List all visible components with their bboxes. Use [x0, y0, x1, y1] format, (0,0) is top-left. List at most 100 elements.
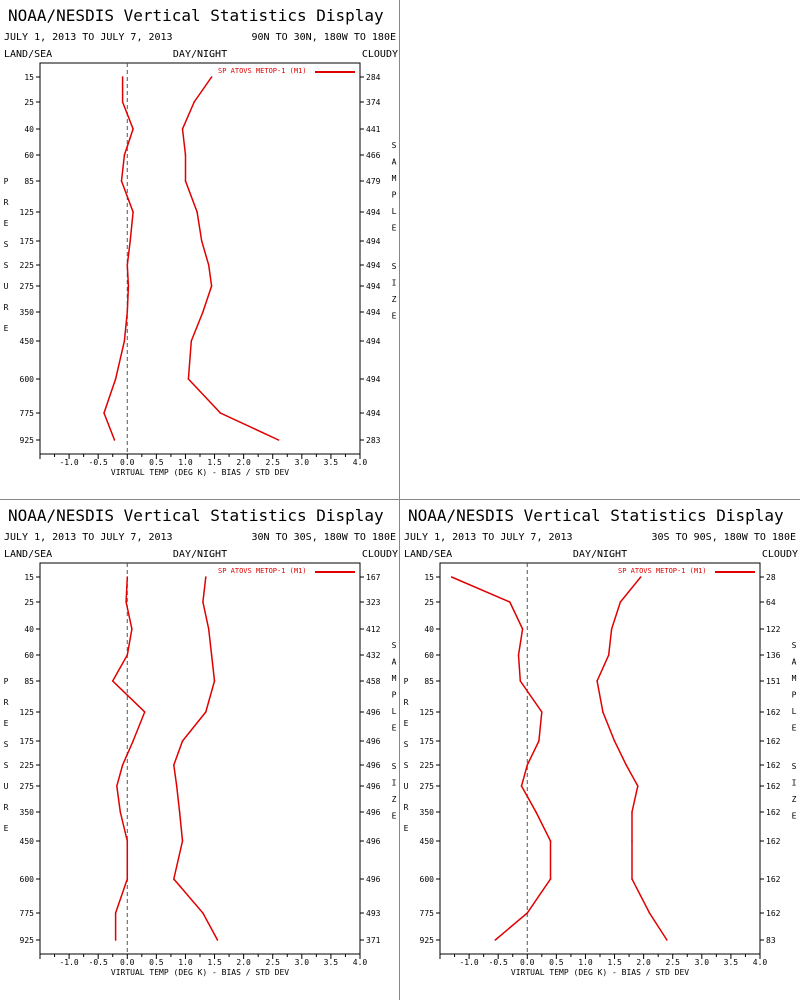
data-point-bias	[123, 340, 126, 342]
data-point-bias	[494, 939, 497, 941]
pressure-level-label: 350	[420, 808, 435, 817]
sample-size-axis-letter: I	[392, 279, 397, 288]
data-point-std_dev	[207, 628, 210, 630]
pressure-level-label: 15	[24, 73, 34, 82]
x-tick-label: 2.5	[266, 958, 281, 967]
x-tick-label: 4.0	[353, 458, 368, 467]
pressure-level-label: 25	[24, 98, 34, 107]
series-line-std_dev	[172, 576, 219, 941]
data-point-bias	[123, 154, 126, 156]
sample-size-label: 494	[366, 261, 381, 270]
sample-size-axis-letter: E	[792, 724, 797, 733]
data-point-bias	[103, 412, 105, 414]
data-point-bias	[126, 840, 129, 842]
data-point-std_dev	[173, 764, 175, 766]
data-point-std_dev	[202, 912, 204, 914]
series-line-std_dev	[181, 76, 279, 441]
chart-panel-tropics: NOAA/NESDIS Vertical Statistics Display J…	[0, 500, 400, 1000]
sample-size-label: 479	[366, 177, 381, 186]
sample-size-label: 494	[366, 337, 381, 346]
x-tick-label: -0.5	[89, 458, 108, 467]
data-point-bias	[114, 378, 117, 380]
pressure-level-label: 275	[20, 282, 35, 291]
pressure-level-label: 85	[24, 177, 34, 186]
x-tick-label: 3.5	[724, 958, 739, 967]
data-point-std_dev	[181, 740, 184, 742]
data-point-bias	[125, 601, 127, 603]
data-point-std_dev	[181, 128, 184, 130]
sample-size-label: 441	[366, 125, 381, 134]
sample-size-label: 167	[366, 573, 381, 582]
pressure-level-label: 125	[20, 708, 35, 717]
data-point-bias	[113, 439, 116, 441]
pressure-level-label: 600	[420, 875, 435, 884]
data-point-std_dev	[173, 878, 175, 880]
sample-size-label: 122	[766, 625, 781, 634]
vertical-divider	[399, 0, 400, 500]
sample-size-axis-letter: L	[392, 707, 397, 716]
cloudy-label: CLOUDY	[362, 549, 398, 560]
sample-size-axis-letter: L	[392, 207, 397, 216]
pressure-level-label: 125	[20, 208, 35, 217]
x-tick-label: 2.0	[236, 458, 251, 467]
sample-size-label: 136	[766, 651, 781, 660]
data-point-std_dev	[207, 264, 210, 266]
pressure-level-label: 40	[24, 625, 34, 634]
x-tick-label: 0.0	[120, 958, 135, 967]
plot-frame	[39, 562, 361, 955]
x-tick-label: -1.0	[59, 458, 78, 467]
data-point-bias	[143, 711, 146, 713]
data-point-std_dev	[610, 628, 613, 630]
sample-size-label: 162	[766, 875, 781, 884]
data-point-bias	[450, 576, 453, 578]
sample-size-label: 432	[366, 651, 381, 660]
y-axis-label-letter: S	[404, 740, 409, 749]
date-range: JULY 1, 2013 TO JULY 7, 2013	[404, 532, 573, 543]
chart-panel-south: NOAA/NESDIS Vertical Statistics Display J…	[400, 500, 800, 1000]
pressure-level-label: 450	[420, 837, 435, 846]
chart-title: NOAA/NESDIS Vertical Statistics Display	[8, 506, 384, 525]
y-axis-label-letter: S	[4, 761, 9, 770]
sample-size-label: 494	[366, 409, 381, 418]
sample-size-axis-letter: E	[392, 724, 397, 733]
data-point-std_dev	[625, 764, 627, 766]
sample-size-label: 162	[766, 761, 781, 770]
pressure-level-label: 60	[424, 651, 434, 660]
pressure-level-label: 225	[20, 261, 35, 270]
x-tick-label: 2.0	[636, 958, 651, 967]
data-point-std_dev	[181, 840, 184, 842]
data-point-bias	[519, 680, 522, 682]
legend-label: SP ATOVS METOP-1 (M1)	[218, 567, 307, 575]
data-point-bias	[132, 128, 134, 130]
sample-size-axis-letter: P	[792, 691, 797, 700]
data-point-std_dev	[602, 711, 604, 713]
sample-size-axis-letter: P	[392, 691, 397, 700]
sample-size-label: 162	[766, 782, 781, 791]
data-point-bias	[132, 211, 134, 213]
y-axis-label-letter: R	[4, 303, 9, 312]
data-point-std_dev	[187, 378, 190, 380]
pressure-level-label: 15	[424, 573, 434, 582]
region-label: 30N TO 30S, 180W TO 180E	[252, 532, 397, 543]
data-point-bias	[131, 628, 133, 630]
x-tick-label: 1.5	[207, 458, 222, 467]
pressure-level-label: 350	[20, 308, 35, 317]
x-axis-label: VIRTUAL TEMP (DEG K) - BIAS / STD DEV	[111, 468, 289, 477]
sample-size-axis-letter: S	[392, 641, 397, 650]
pressure-level-label: 275	[20, 782, 35, 791]
sample-size-label: 494	[366, 282, 381, 291]
x-tick-label: 3.0	[295, 958, 310, 967]
data-point-std_dev	[210, 654, 213, 656]
date-range: JULY 1, 2013 TO JULY 7, 2013	[4, 32, 173, 43]
horizontal-divider	[0, 499, 800, 500]
x-tick-label: 3.0	[295, 458, 310, 467]
x-tick-label: 3.0	[695, 958, 710, 967]
sample-size-label: 162	[766, 808, 781, 817]
sample-size-axis-letter: P	[392, 191, 397, 200]
x-tick-label: 0.5	[549, 958, 564, 967]
data-point-bias	[126, 264, 129, 266]
data-point-std_dev	[202, 601, 204, 603]
y-axis-label-letter: E	[404, 824, 409, 833]
sample-size-label: 494	[366, 208, 381, 217]
sample-size-label: 466	[366, 151, 381, 160]
